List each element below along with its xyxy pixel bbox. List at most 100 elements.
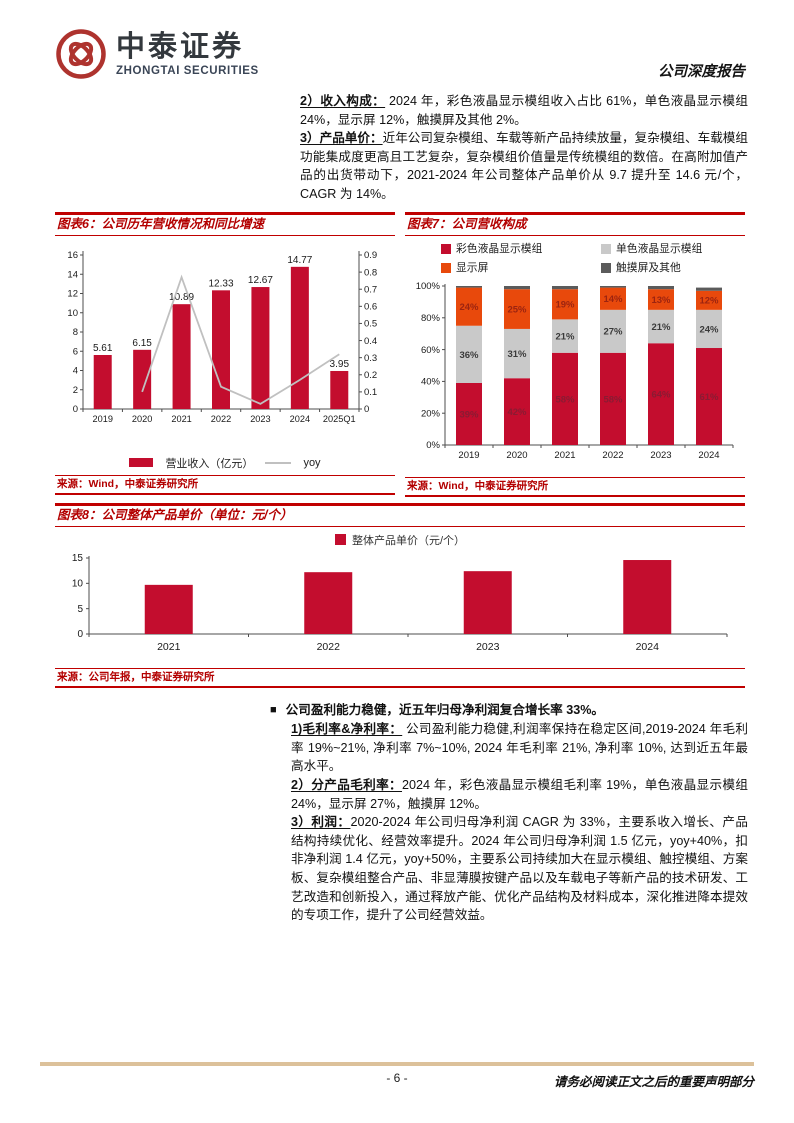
svg-text:25%: 25% <box>507 304 527 315</box>
svg-text:0.4: 0.4 <box>364 335 377 346</box>
brand-name-en: ZHONGTAI SECURITIES <box>116 65 259 77</box>
profit-item: 2）分产品毛利率：2024 年，彩色液晶显示模组毛利率 19%，单色液晶显示模组… <box>291 777 748 811</box>
svg-text:0.5: 0.5 <box>364 318 377 329</box>
profit-item: 1)毛利率&净利率： 公司盈利能力稳健,利润率保持在稳定区间,2019-2024… <box>291 722 748 774</box>
figure8-panel: 图表8：公司整体产品单价（单位：元/个） 整体产品单价（元/个） 0 5 10 15 2… <box>55 502 745 688</box>
svg-text:61%: 61% <box>699 391 719 402</box>
svg-text:0: 0 <box>77 629 83 640</box>
svg-text:6: 6 <box>73 346 78 357</box>
unit-price-legend-label: 整体产品单价（元/个） <box>351 534 466 547</box>
svg-text:2021: 2021 <box>171 414 191 424</box>
figure8-title: 图表8：公司整体产品单价（单位：元/个） <box>55 502 745 527</box>
footer-disclaimer: 请务必阅读正文之后的重要声明部分 <box>553 1075 754 1089</box>
svg-text:2022: 2022 <box>602 450 623 461</box>
profit-item: 3）利润：2020-2024 年公司归母净利润 CAGR 为 33%，主要系收入… <box>291 815 748 923</box>
svg-text:0.9: 0.9 <box>364 250 377 261</box>
revenue-legend-swatch <box>129 458 154 468</box>
page-header: 中泰证券 ZHONGTAI SECURITIES 公司深度报告 <box>0 0 794 81</box>
revenue-yoy-chart: 0 2 4 6 8 10 12 14 16 0 0.1 0.2 0.3 0.4 0.5 0.6 0.7 0.8 0.… <box>67 250 377 424</box>
brand-name-cn: 中泰证券 <box>116 31 245 63</box>
svg-text:12.33: 12.33 <box>208 278 233 289</box>
svg-text:40%: 40% <box>421 376 441 387</box>
svg-text:2019: 2019 <box>92 414 112 424</box>
unit-price-paragraph: 3）产品单价：近年公司复杂模组、车载等新产品持续放量，复杂模组、车载模组功能集成… <box>300 131 748 201</box>
unit-price-lead: 3）产品单价： <box>300 131 383 146</box>
svg-text:21%: 21% <box>555 331 575 342</box>
svg-text:2021: 2021 <box>554 450 575 461</box>
svg-text:39%: 39% <box>459 409 479 420</box>
svg-text:12%: 12% <box>699 295 719 306</box>
svg-text:60%: 60% <box>421 344 441 355</box>
svg-text:2023: 2023 <box>250 414 270 424</box>
revenue-composition-chart: 0% 20% 40% 60% 80% 100% 39% 36% 24% 2019 42% 31% 25%… <box>416 281 734 461</box>
svg-text:2024: 2024 <box>290 414 310 424</box>
svg-text:2023: 2023 <box>650 450 671 461</box>
svg-text:0: 0 <box>73 404 78 415</box>
svg-text:2025Q1: 2025Q1 <box>323 414 356 424</box>
svg-text:13%: 13% <box>651 294 671 305</box>
legend-item: 显示屏 <box>441 260 601 277</box>
zhongtai-logo-icon <box>56 29 106 79</box>
svg-text:2022: 2022 <box>211 414 231 424</box>
svg-text:5.61: 5.61 <box>93 343 113 354</box>
svg-text:24%: 24% <box>459 302 479 313</box>
svg-text:2024: 2024 <box>636 641 660 653</box>
svg-text:0.2: 0.2 <box>364 370 377 381</box>
yoy-legend-line <box>265 461 292 464</box>
profit-section: ■ 公司盈利能力稳健，近五年归母净利润复合增长率 33%。 1)毛利率&净利率：… <box>270 701 748 925</box>
footer-divider <box>40 1062 754 1066</box>
svg-text:3.95: 3.95 <box>330 359 350 370</box>
svg-text:19%: 19% <box>555 299 575 310</box>
legend-item: 彩色液晶显示模组 <box>441 241 601 258</box>
svg-text:58%: 58% <box>555 394 575 405</box>
svg-text:2022: 2022 <box>317 641 341 653</box>
svg-text:8: 8 <box>73 327 78 338</box>
svg-text:42%: 42% <box>507 407 527 418</box>
income-composition-lead: 2）收入构成： <box>300 94 386 108</box>
svg-text:2024: 2024 <box>698 450 719 461</box>
svg-text:2021: 2021 <box>157 641 181 653</box>
report-type-label: 公司深度报告 <box>658 64 745 80</box>
svg-text:2023: 2023 <box>476 641 500 653</box>
svg-text:10.89: 10.89 <box>169 292 194 303</box>
svg-text:64%: 64% <box>651 389 671 400</box>
svg-text:80%: 80% <box>421 313 441 324</box>
figure7-source: 来源：Wind，中泰证券研究所 <box>405 476 745 497</box>
legend-item: 单色液晶显示模组 <box>601 241 761 258</box>
svg-text:31%: 31% <box>507 349 527 360</box>
income-composition-paragraph: 2）收入构成： 2024 年，彩色液晶显示模组收入占比 61%，单色液晶显示模组… <box>300 94 748 127</box>
svg-text:10: 10 <box>72 578 84 589</box>
svg-text:20%: 20% <box>421 408 441 419</box>
svg-text:0.7: 0.7 <box>364 284 377 295</box>
brand-logo: 中泰证券 ZHONGTAI SECURITIES <box>55 28 259 80</box>
svg-text:21%: 21% <box>651 322 671 333</box>
unit-price-legend-swatch <box>334 534 346 546</box>
figure8-legend: 整体产品单价（元/个） <box>55 530 745 550</box>
svg-text:0.8: 0.8 <box>364 267 377 278</box>
yoy-legend-label: yoy <box>303 456 321 469</box>
page-footer: - 6 - 请务必阅读正文之后的重要声明部分 <box>40 1062 754 1091</box>
figure6-title: 图表6：公司历年营收情况和同比增速 <box>55 211 395 236</box>
svg-text:0.6: 0.6 <box>364 301 377 312</box>
svg-text:14%: 14% <box>603 294 623 305</box>
svg-text:0.1: 0.1 <box>364 387 377 398</box>
page-number: - 6 - <box>386 1071 408 1085</box>
figure6-legend: 营业收入（亿元） yoy <box>55 452 395 474</box>
figure-row: 图表6：公司历年营收情况和同比增速 0 2 4 6 8 10 12 14 16 0 0.1 0.2 0.… <box>55 211 745 497</box>
svg-text:24%: 24% <box>699 324 719 335</box>
figure8-source: 来源：公司年报，中泰证券研究所 <box>55 667 745 688</box>
svg-text:100%: 100% <box>416 281 441 292</box>
svg-text:36%: 36% <box>459 349 479 360</box>
figure7-legend: 彩色液晶显示模组 单色液晶显示模组 显示屏 触摸屏及其他 <box>441 241 745 277</box>
figure6-panel: 图表6：公司历年营收情况和同比增速 0 2 4 6 8 10 12 14 16 0 0.1 0.2 0.… <box>55 211 395 497</box>
figure7-title: 图表7：公司营收构成 <box>405 211 745 236</box>
svg-text:0%: 0% <box>426 440 440 451</box>
svg-text:12: 12 <box>67 288 78 299</box>
bullet-square-icon: ■ <box>270 703 277 716</box>
svg-text:15: 15 <box>72 553 84 564</box>
svg-text:27%: 27% <box>603 326 623 337</box>
svg-text:2020: 2020 <box>132 414 152 424</box>
svg-text:0: 0 <box>364 404 369 415</box>
svg-text:5: 5 <box>77 603 83 614</box>
